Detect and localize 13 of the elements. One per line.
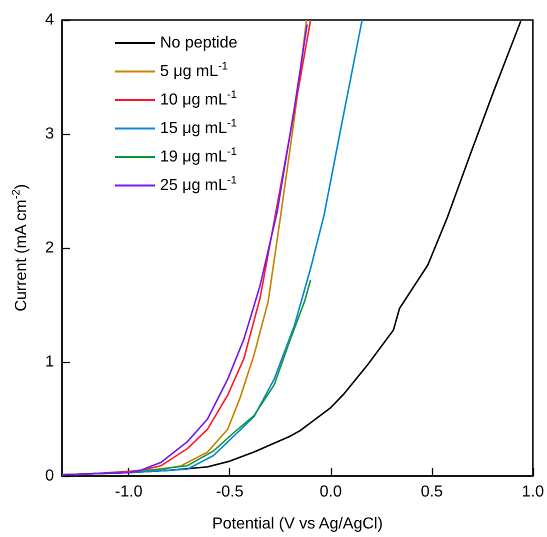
y-tick-label: 3 (45, 126, 54, 142)
x-tick-label: -1.0 (114, 484, 143, 500)
y-axis-title: Current (mA cm-2) (10, 184, 30, 312)
x-tick-label: 1.0 (522, 484, 544, 500)
y-tick-label: 2 (45, 240, 54, 256)
legend-label: No peptide (160, 34, 238, 52)
x-axis-title: Potential (V vs Ag/AgCl) (212, 516, 383, 532)
y-tick-label: 0 (45, 468, 54, 484)
x-tick-label: 0.0 (320, 484, 342, 500)
x-tick-label: 0.5 (420, 484, 444, 500)
y-tick-label: 4 (45, 12, 54, 28)
x-tick-label: -0.5 (216, 484, 244, 500)
y-tick-label: 1 (45, 354, 54, 370)
